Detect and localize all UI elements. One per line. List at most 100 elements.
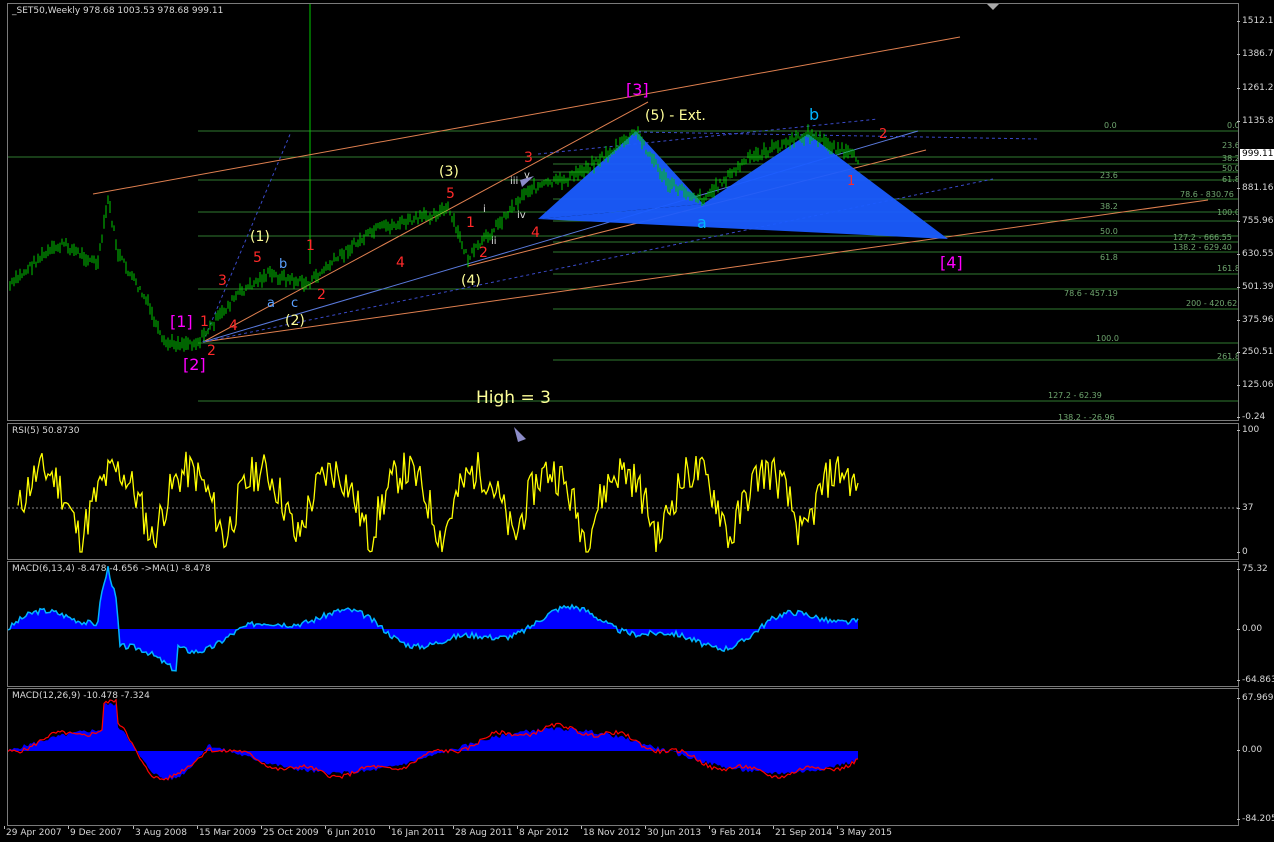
fib-label: 78.6 - 457.19 [1064, 289, 1118, 298]
subwave-ii: ii [491, 236, 497, 247]
wave-num-2c: 2 [479, 245, 488, 261]
wave-num-2b: 2 [317, 287, 326, 303]
current-price-label: 999.11 [1240, 149, 1274, 160]
time-tick: 16 Jan 2011 [389, 826, 445, 838]
axis-tick: 1386.70 [1237, 49, 1274, 59]
rsi-axis: 100 37 0 [1237, 423, 1274, 560]
fib-label: 61.8 [1222, 175, 1239, 184]
axis-tick: 100 [1237, 425, 1274, 435]
macd-fast-svg [8, 566, 859, 672]
wave-num-1d: 1 [847, 174, 856, 189]
wave-num-1c: 1 [466, 215, 475, 231]
axis-tick: 67.969 [1237, 693, 1274, 703]
wave-num-5: 5 [253, 250, 262, 266]
axis-tick: 0.00 [1237, 624, 1274, 634]
time-tick: 18 Nov 2012 [581, 826, 641, 838]
price-axis: 1512.15 1386.70 1261.25 1135.80 881.16 7… [1237, 3, 1274, 422]
time-tick: 21 Sep 2014 [772, 826, 833, 838]
macd-fast-pane[interactable]: MACD(6,13,4) -8.478 -4.656 ->MA(1) -8.47… [7, 561, 1239, 687]
wave-num-4b: 4 [396, 255, 405, 271]
wave-label-small-c: c [291, 296, 299, 311]
axis-tick: 501.39 [1237, 282, 1274, 292]
fib-label: 38.2 [1100, 202, 1118, 211]
macd-fast-axis: 75.32 0.00 -64.863 [1237, 561, 1274, 687]
wave-label-pink-4: [4] [940, 253, 963, 272]
fib-label: 161.8 [1217, 264, 1239, 273]
fib-label: 127.2 - 62.39 [1048, 391, 1102, 400]
wave-label-pink-1: [1] [170, 312, 193, 331]
time-tick: 28 Aug 2011 [453, 826, 513, 838]
macd-fast-title: MACD(6,13,4) -8.478 -4.656 ->MA(1) -8.47… [12, 564, 211, 574]
subwave-i: i [483, 204, 486, 215]
wave-label-big-a: a [697, 213, 707, 232]
price-chart-svg [8, 4, 1238, 402]
rsi-svg [8, 427, 1238, 553]
axis-tick: 125.06 [1237, 380, 1274, 390]
subwave-iii: iii [510, 176, 519, 187]
wave-label-y5: (5) - Ext. [645, 108, 706, 124]
axis-tick: 75.32 [1237, 564, 1274, 574]
wave-label-pink-3: [3] [626, 80, 649, 99]
axis-tick: 0.00 [1237, 745, 1274, 755]
macd-slow-axis: 67.969 0.00 -84.205 [1237, 688, 1274, 826]
time-tick: 3 May 2015 [837, 826, 892, 838]
wave-num-4: 4 [229, 318, 238, 334]
axis-tick: -64.863 [1237, 675, 1274, 685]
macd-slow-pane[interactable]: MACD(12,26,9) -10.478 -7.324 [7, 688, 1239, 826]
time-tick: 15 Mar 2009 [196, 826, 257, 838]
macd-slow-svg [8, 698, 859, 781]
wave-num-4c: 4 [531, 225, 540, 241]
wave-label-big-b: b [809, 105, 820, 124]
fib-label: 50.0 [1100, 227, 1118, 236]
high-annotation: High = 3 [476, 388, 551, 408]
wave-label-y3: (3) [439, 164, 459, 180]
wave-label-y2: (2) [285, 313, 305, 329]
fib-label: 100.0 [1096, 334, 1119, 343]
fib-label: 50.0 [1222, 164, 1239, 173]
fib-label: 200 - 420.62 [1186, 299, 1238, 308]
wave-num-3: 3 [218, 273, 227, 289]
fib-label: 127.2 - 666.55 [1173, 233, 1232, 242]
wave-label-small-b: b [279, 257, 288, 272]
axis-tick: 1261.25 [1237, 83, 1274, 93]
time-tick: 30 Jun 2013 [644, 826, 702, 838]
axis-tick: 0 [1237, 547, 1274, 557]
wave-label-y1: (1) [250, 229, 270, 245]
time-tick: 6 Jun 2010 [324, 826, 376, 838]
time-tick: 25 Oct 2009 [261, 826, 319, 838]
axis-tick: 881.16 [1237, 183, 1274, 193]
fib-label: 261.8 [1217, 352, 1239, 361]
fib-label: 61.8 [1100, 253, 1118, 262]
wave-num-5b: 5 [446, 186, 455, 202]
subwave-iv: iv [517, 210, 526, 221]
fib-label: 23.6 [1100, 171, 1118, 180]
fib-label: 78.6 - 830.76 [1180, 190, 1234, 199]
axis-tick: -84.205 [1237, 814, 1274, 824]
time-tick: 9 Dec 2007 [68, 826, 122, 838]
wave-num-1: 1 [200, 314, 209, 330]
wave-label-pink-2: [2] [183, 355, 206, 374]
axis-tick: 1512.15 [1237, 16, 1274, 26]
wave-num-2: 2 [207, 343, 216, 359]
rsi-pane[interactable]: RSI(5) 50.8730 [7, 423, 1239, 560]
wave-num-1b: 1 [306, 238, 315, 254]
wave-num-2d: 2 [879, 127, 888, 142]
time-tick: 8 Apr 2012 [517, 826, 569, 838]
rsi-title: RSI(5) 50.8730 [12, 426, 80, 436]
fib-label: 38.2 [1222, 154, 1239, 163]
fib-label: 0.0 [1227, 121, 1239, 130]
fib-label: 23.6 [1222, 141, 1239, 150]
time-tick: 3 Aug 2008 [133, 826, 187, 838]
scroll-marker-icon[interactable] [987, 4, 999, 10]
fib-label: 138.2 - -26.96 [1058, 413, 1115, 421]
chart-title: _SET50,Weekly 978.68 1003.53 978.68 999.… [12, 6, 224, 16]
fib-label: 138.2 - 629.40 [1173, 243, 1232, 252]
axis-tick: 755.96 [1237, 216, 1274, 226]
time-tick: 9 Feb 2014 [708, 826, 762, 838]
wave-label-small-a: a [267, 296, 275, 311]
price-chart-pane[interactable]: _SET50,Weekly 978.68 1003.53 978.68 999.… [7, 3, 1239, 421]
axis-tick: 250.51 [1237, 347, 1274, 357]
fib-label: 100.0 [1217, 208, 1239, 217]
axis-tick: 630.55 [1237, 249, 1274, 259]
macd-slow-title: MACD(12,26,9) -10.478 -7.324 [12, 691, 150, 701]
